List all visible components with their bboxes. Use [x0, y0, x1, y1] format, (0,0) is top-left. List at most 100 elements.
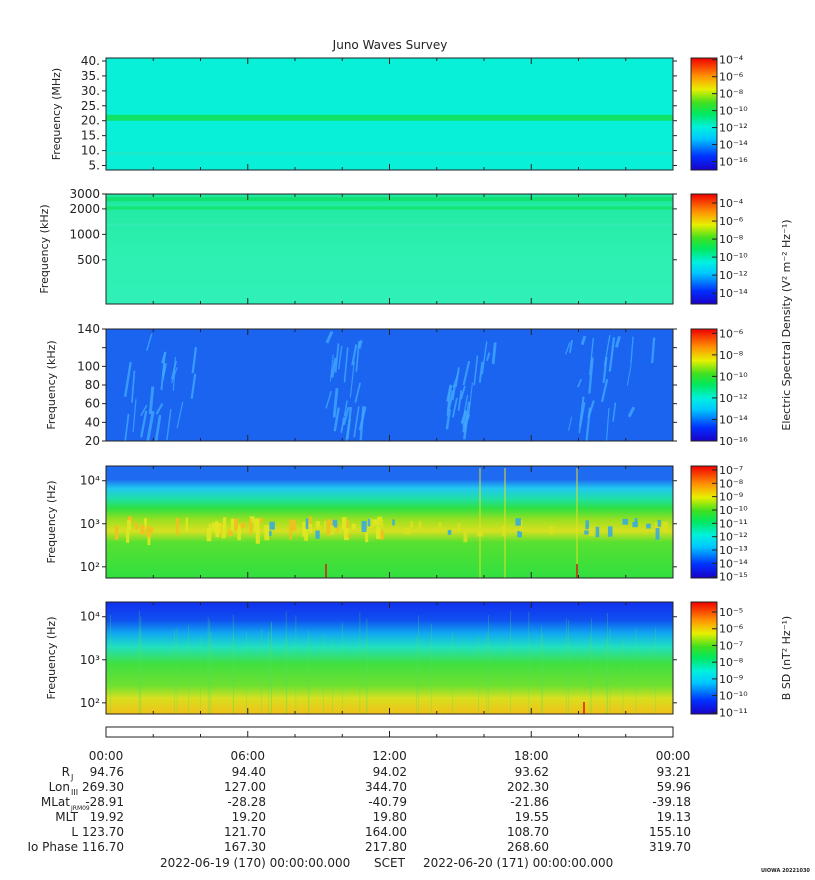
- colorbar-tick-label: 10⁻¹⁶: [719, 156, 748, 169]
- emission-streak: [176, 402, 184, 429]
- ephemeris-value: 19.80: [373, 810, 407, 824]
- emission-streak: [340, 416, 345, 433]
- burst-mark: [457, 523, 461, 533]
- y-tick-label: 40.: [81, 54, 100, 68]
- emission-streak: [162, 362, 167, 376]
- emission-streak: [600, 378, 609, 403]
- y-tick-label: 10³: [80, 517, 100, 531]
- burst-mark: [588, 527, 595, 536]
- burst-mark: [269, 521, 275, 530]
- emission-streak: [354, 382, 361, 403]
- ephemeris-value: 164.00: [365, 825, 407, 839]
- colorbar-tick-label: 10⁻⁹: [719, 673, 743, 686]
- burst-mark: [315, 530, 320, 539]
- ephemeris-value: 202.30: [507, 780, 549, 794]
- emission-streak: [343, 400, 348, 417]
- burst-mark: [237, 524, 241, 541]
- y-tick-label: 25.: [81, 99, 100, 113]
- burst-mark: [655, 528, 660, 540]
- y-axis-label: Frequency (kHz): [38, 204, 51, 293]
- burst-mark: [585, 520, 589, 530]
- emission-streak: [462, 360, 471, 386]
- emission-streak: [577, 378, 582, 388]
- emission-streak: [605, 407, 610, 442]
- colorbar-label: B SD (nT² Hz⁻¹): [780, 616, 793, 700]
- emission-streak: [329, 354, 334, 382]
- colorbar-tick-label: 10⁻⁶: [719, 327, 744, 340]
- ephemeris-value: 19.92: [90, 810, 124, 824]
- colorbar-tick-label: 10⁻⁸: [719, 477, 744, 490]
- y-tick-label: 10²: [80, 696, 100, 710]
- burst-mark: [114, 525, 119, 540]
- y-tick-label: 10⁴: [80, 610, 100, 624]
- emission-streak: [148, 386, 155, 415]
- burst-mark: [249, 516, 255, 523]
- burst-mark: [336, 524, 339, 533]
- burst-mark: [376, 526, 381, 539]
- ephemeris-value: 344.70: [365, 780, 407, 794]
- y-tick-label: 30.: [81, 84, 100, 98]
- panel-background: [106, 466, 673, 578]
- time-tick-label: 06:00: [230, 749, 265, 763]
- colorbar-tick-label: 10⁻¹²: [719, 531, 748, 544]
- ephemeris-value: 319.70: [649, 840, 691, 854]
- emission-streak: [615, 335, 621, 348]
- colorbar-tick-label: 10⁻¹⁰: [719, 105, 748, 118]
- burst-mark: [253, 518, 258, 532]
- burst-mark: [269, 530, 272, 537]
- emission-streak: [342, 406, 350, 426]
- burst-mark: [146, 526, 151, 538]
- chart-title: Juno Waves Survey: [332, 38, 448, 52]
- colorbar-tick-label: 10⁻¹⁰: [719, 504, 748, 517]
- burst-mark: [249, 522, 253, 531]
- y-tick-label: 10²: [80, 560, 100, 574]
- emission-streak: [585, 407, 592, 442]
- emission-streak: [355, 340, 360, 372]
- y-tick-label: 40: [85, 415, 100, 429]
- burst-mark: [447, 529, 452, 535]
- emission-streak: [155, 403, 164, 415]
- ephemeris-value: -40.79: [368, 795, 407, 809]
- burst-mark: [126, 530, 130, 543]
- colorbar-tick-label: 10⁻¹⁰: [719, 251, 748, 264]
- emission-band: [106, 206, 673, 210]
- burst-mark: [634, 518, 638, 524]
- colorbar: [690, 328, 718, 442]
- colorbar: [690, 57, 718, 171]
- emission-streak: [124, 413, 130, 442]
- burst-mark: [127, 520, 131, 531]
- burst-mark: [264, 525, 270, 541]
- burst-mark: [549, 525, 554, 535]
- burst-mark: [234, 518, 239, 528]
- emission-streak: [589, 337, 595, 376]
- burst-mark: [185, 517, 188, 531]
- emission-streak: [359, 406, 365, 441]
- emission-streak: [588, 357, 594, 394]
- burst-mark: [378, 519, 384, 528]
- emission-streak: [325, 390, 332, 409]
- ephemeris-row-label: Lon: [49, 780, 70, 794]
- emission-streak: [478, 361, 484, 383]
- emission-streak: [626, 364, 632, 386]
- emission-streak: [140, 404, 148, 417]
- y-tick-label: 20: [85, 434, 100, 448]
- ephemeris-value: 19.55: [515, 810, 549, 824]
- emission-streak: [140, 410, 148, 438]
- burst-mark: [463, 530, 468, 543]
- burst-mark: [632, 521, 638, 528]
- colorbar-tick-label: 10⁻⁵: [719, 606, 743, 619]
- ephemeris-value: 167.30: [224, 840, 266, 854]
- burst-mark: [175, 517, 180, 527]
- burst-mark: [370, 523, 375, 528]
- ephemeris-row-label: R: [62, 765, 70, 779]
- emission-streak: [568, 416, 573, 431]
- burst-mark: [259, 517, 263, 523]
- burst-mark: [372, 519, 378, 526]
- emission-streak: [333, 407, 340, 432]
- y-axis-label: Frequency (Hz): [45, 617, 58, 700]
- burst-mark: [127, 516, 133, 523]
- burst-mark: [418, 521, 422, 530]
- ephemeris-row-subscript: JRM09: [70, 805, 90, 812]
- time-tick-label: 18:00: [514, 749, 549, 763]
- emission-streak: [446, 384, 453, 402]
